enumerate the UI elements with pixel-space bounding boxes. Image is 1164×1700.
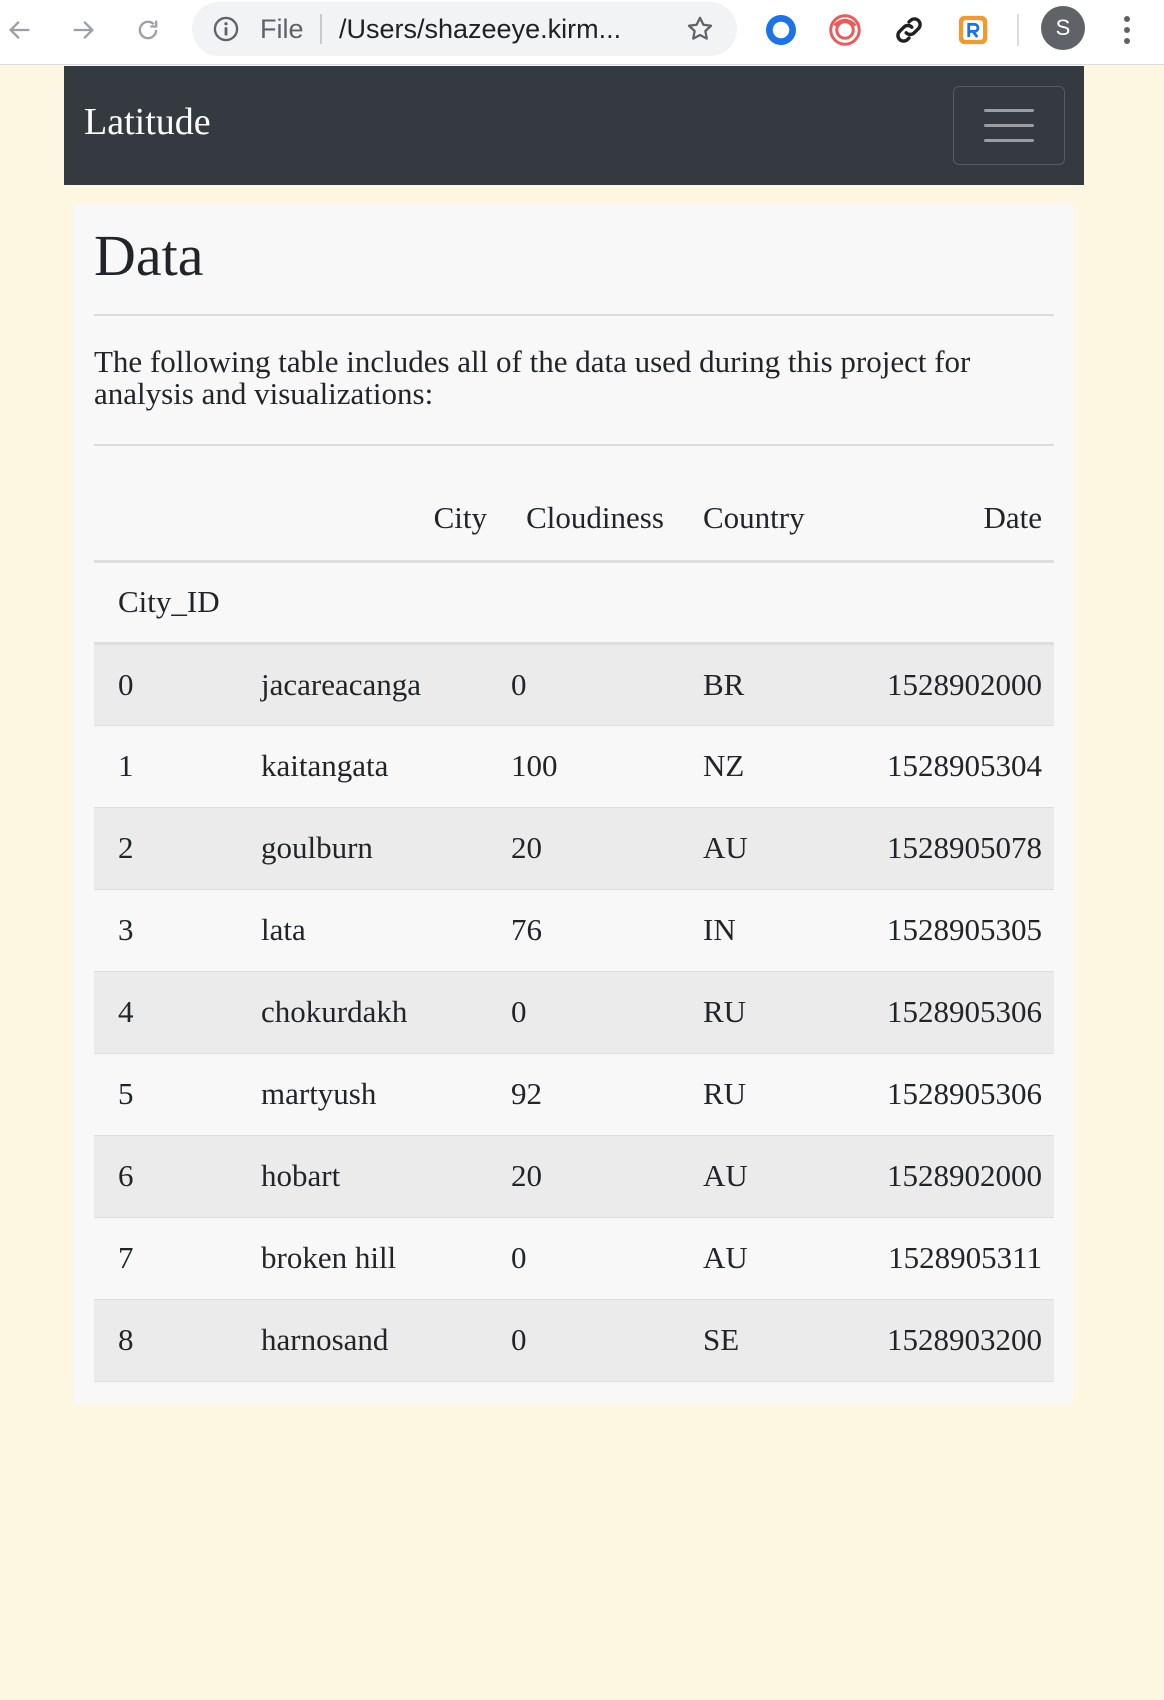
cell-date: 1528902000	[847, 1135, 1054, 1218]
reload-icon	[138, 20, 158, 40]
back-button[interactable]	[0, 10, 40, 50]
hamburger-icon-bar	[984, 124, 1034, 127]
cell-city-id: 5	[94, 1053, 249, 1136]
column-header-country: Country	[691, 477, 847, 563]
cell-city: chokurdakh	[249, 971, 499, 1054]
arrow-right-icon	[73, 21, 94, 39]
cell-date: 1528902000	[847, 643, 1054, 726]
cell-city: martyush	[249, 1053, 499, 1136]
cell-country: RU	[691, 1053, 847, 1136]
cell-country: IN	[691, 889, 847, 972]
toolbar-divider	[1017, 14, 1019, 46]
table-row: 6 hobart 20 AU 1528902000	[94, 1135, 1054, 1218]
cell-city: goulburn	[249, 807, 499, 890]
cell-country: AU	[691, 1135, 847, 1218]
cell-city: lata	[249, 889, 499, 972]
site-navbar: Latitude	[64, 66, 1084, 185]
cell-cloudiness: 0	[499, 643, 691, 726]
cell-cloudiness: 100	[499, 725, 691, 808]
table-row: 7 broken hill 0 AU 1528905311	[94, 1217, 1054, 1300]
table-body: 0 jacareacanga 0 BR 1528902000 1 kaitangata 100…	[94, 643, 1054, 1382]
cell-cloudiness: 92	[499, 1053, 691, 1136]
cell-cloudiness: 0	[499, 971, 691, 1054]
cell-country: SE	[691, 1299, 847, 1382]
cell-date: 1528905305	[847, 889, 1054, 972]
cell-country: BR	[691, 643, 847, 726]
address-separator	[320, 14, 322, 44]
table-row: 0 jacareacanga 0 BR 1528902000	[94, 643, 1054, 726]
cell-city-id: 6	[94, 1135, 249, 1218]
data-table: City Cloudiness Country Date City_ID 0 ja…	[94, 477, 1054, 1382]
address-scheme-label: File	[260, 14, 304, 44]
link-extension-icon[interactable]	[889, 10, 929, 50]
forward-button[interactable]	[63, 10, 103, 50]
table-row: 8 harnosand 0 SE 1528903200	[94, 1299, 1054, 1382]
cell-cloudiness: 0	[499, 1299, 691, 1382]
cell-date: 1528905304	[847, 725, 1054, 808]
info-icon[interactable]	[212, 15, 240, 48]
column-header-cloudiness: Cloudiness	[499, 477, 691, 563]
orange-r-extension-icon[interactable]	[953, 10, 993, 50]
cell-city-id: 2	[94, 807, 249, 890]
cell-cloudiness: 20	[499, 1135, 691, 1218]
hamburger-icon-bar	[984, 139, 1034, 142]
cell-cloudiness: 0	[499, 1217, 691, 1300]
table-row: 1 kaitangata 100 NZ 1528905304	[94, 725, 1054, 808]
index-header-city-id: City_ID	[94, 561, 1054, 645]
cell-country: AU	[691, 1217, 847, 1300]
cell-city-id: 4	[94, 971, 249, 1054]
cell-city: kaitangata	[249, 725, 499, 808]
cell-date: 1528905078	[847, 807, 1054, 890]
divider	[94, 444, 1054, 446]
cell-city-id: 0	[94, 643, 249, 726]
blue-ring-extension-icon[interactable]	[761, 10, 801, 50]
browser-toolbar: File /Users/shazeeye.kirm... S	[0, 0, 1164, 65]
divider	[94, 314, 1054, 316]
column-header-blank	[94, 477, 249, 563]
table-row: 3 lata 76 IN 1528905305	[94, 889, 1054, 972]
cell-city: broken hill	[249, 1217, 499, 1300]
cell-date: 1528905306	[847, 971, 1054, 1054]
cell-city: hobart	[249, 1135, 499, 1218]
cell-country: RU	[691, 971, 847, 1054]
table-index-row: City_ID	[94, 561, 1054, 645]
column-header-city: City	[249, 477, 499, 563]
red-swirl-extension-icon[interactable]	[825, 10, 865, 50]
cell-city-id: 7	[94, 1217, 249, 1300]
arrow-left-icon	[9, 21, 30, 39]
cell-date: 1528905306	[847, 1053, 1054, 1136]
cell-cloudiness: 76	[499, 889, 691, 972]
table-row: 5 martyush 92 RU 1528905306	[94, 1053, 1054, 1136]
data-card: Data The following table includes all of…	[74, 204, 1073, 1404]
navbar-brand[interactable]: Latitude	[84, 101, 211, 143]
table-header-row: City Cloudiness Country Date	[94, 477, 1054, 563]
address-url[interactable]: /Users/shazeeye.kirm...	[339, 14, 622, 44]
hamburger-icon-bar	[984, 109, 1034, 112]
table-row: 4 chokurdakh 0 RU 1528905306	[94, 971, 1054, 1054]
cell-country: NZ	[691, 725, 847, 808]
cell-country: AU	[691, 807, 847, 890]
cell-date: 1528905311	[847, 1217, 1054, 1300]
reload-button[interactable]	[128, 10, 168, 50]
cell-city-id: 1	[94, 725, 249, 808]
cell-cloudiness: 20	[499, 807, 691, 890]
page-title: Data	[94, 223, 204, 288]
bookmark-star-icon[interactable]	[685, 14, 715, 49]
navbar-toggler-button[interactable]	[953, 86, 1065, 165]
more-menu-icon[interactable]	[1112, 10, 1142, 50]
cell-date: 1528903200	[847, 1299, 1054, 1382]
cell-city-id: 8	[94, 1299, 249, 1382]
cell-city: jacareacanga	[249, 643, 499, 726]
page-description: The following table includes all of the …	[94, 344, 971, 411]
address-bar[interactable]: File /Users/shazeeye.kirm...	[192, 2, 737, 56]
profile-avatar[interactable]: S	[1041, 6, 1085, 50]
cell-city: harnosand	[249, 1299, 499, 1382]
column-header-date: Date	[847, 477, 1054, 563]
cell-city-id: 3	[94, 889, 249, 972]
table-row: 2 goulburn 20 AU 1528905078	[94, 807, 1054, 890]
